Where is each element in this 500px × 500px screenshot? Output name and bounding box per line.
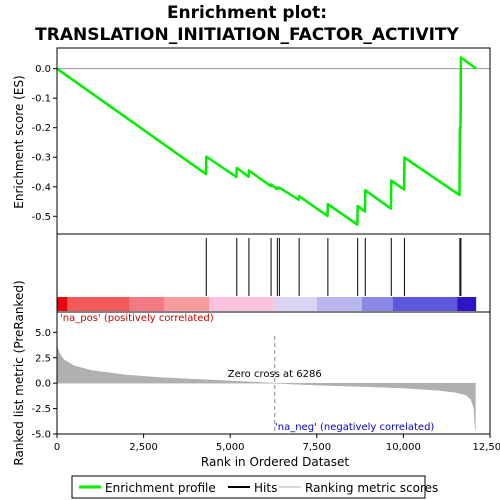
metric-y-tick-label-0: 5.0 bbox=[35, 328, 51, 339]
x-axis-label: Rank in Ordered Dataset bbox=[201, 455, 349, 469]
gradient-segment-4 bbox=[209, 297, 275, 311]
enrichment-profile-line bbox=[56, 56, 477, 226]
metric-plot-area bbox=[57, 312, 490, 434]
es-y-tick-label-3: -0.3 bbox=[31, 153, 51, 164]
metric-plot-frame bbox=[56, 311, 491, 435]
y-axis-label-bottom: Ranked list metric (PreRanked) bbox=[12, 280, 26, 465]
es-plot-area bbox=[57, 48, 490, 234]
x-tick-label-3: 7,500 bbox=[302, 442, 331, 453]
metric-y-tick-label-4: -5.0 bbox=[31, 430, 51, 441]
metric-y-tick-label-1: 2.5 bbox=[35, 353, 51, 364]
chart-title-line2: TRANSLATION_INITIATION_FACTOR_ACTIVITY bbox=[35, 25, 459, 45]
metric-y-tick-label-2: 0.0 bbox=[35, 379, 51, 390]
zero-cross-label: Zero cross at 6286 bbox=[228, 369, 322, 380]
x-tick-label-4: 10,000 bbox=[386, 442, 421, 453]
x-tick-label-2: 5,000 bbox=[216, 442, 245, 453]
es-y-tick-label-5: -0.5 bbox=[31, 212, 51, 223]
x-tick-label-0: 0 bbox=[54, 442, 60, 453]
gradient-segment-8 bbox=[393, 297, 458, 311]
es-y-tick-label-0: 0.0 bbox=[35, 64, 51, 75]
chart-title-line1: Enrichment plot: bbox=[167, 3, 327, 23]
gradient-segment-1 bbox=[67, 297, 130, 311]
es-y-tick-label-4: -0.4 bbox=[31, 182, 51, 193]
gradient-segment-0 bbox=[57, 297, 68, 311]
legend-metric-label: Ranking metric scores bbox=[305, 481, 438, 495]
hits-panel bbox=[56, 233, 491, 313]
legend-enrichment-label: Enrichment profile bbox=[105, 481, 216, 495]
legend-hits-label: Hits bbox=[254, 481, 277, 495]
es-y-tick-label-1: -0.1 bbox=[31, 94, 51, 105]
y-axis-label-top: Enrichment score (ES) bbox=[12, 75, 26, 208]
metric-y-tick-label-3: -2.5 bbox=[31, 404, 51, 415]
gradient-segment-7 bbox=[361, 297, 394, 311]
gradient-segment-2 bbox=[129, 297, 165, 311]
es-panel: 0.0 -0.1 -0.2 -0.3 -0.4 -0.5 bbox=[31, 47, 491, 235]
es-y-tick-label-2: -0.2 bbox=[31, 123, 51, 134]
metric-panel: Zero cross at 6286 'na_pos' (positively c… bbox=[31, 311, 500, 453]
gradient-segment-3 bbox=[164, 297, 210, 311]
legend: Enrichment profile Hits Ranking metric s… bbox=[71, 475, 438, 499]
gradient-segment-5 bbox=[274, 297, 317, 311]
neg-correlated-label: 'na_neg' (negatively correlated) bbox=[275, 422, 434, 433]
gradient-segment-6 bbox=[316, 297, 362, 311]
x-tick-label-1: 2,500 bbox=[129, 442, 158, 453]
x-tick-label-5: 12,500 bbox=[473, 442, 500, 453]
pos-correlated-label: 'na_pos' (positively correlated) bbox=[60, 313, 214, 324]
gradient-segment-9 bbox=[457, 297, 477, 311]
ranking-metric-area bbox=[56, 345, 476, 430]
